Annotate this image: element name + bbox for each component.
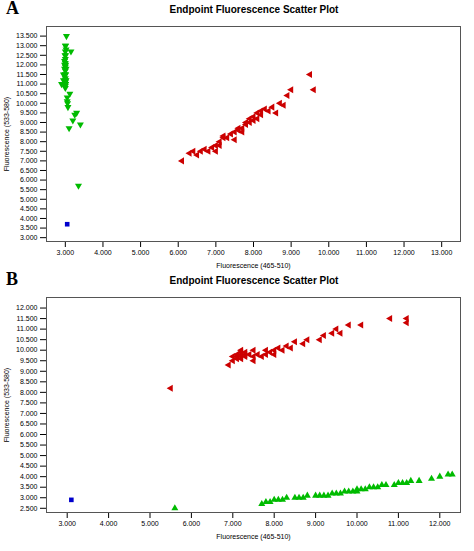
html-text:Endpoint Fluorescence Scatter: Endpoint Fluorescence Scatter Plot — [169, 275, 339, 286]
svg-text:3.000: 3.000 — [20, 234, 38, 241]
svg-text:4.000: 4.000 — [94, 249, 112, 256]
svg-text:12.000: 12.000 — [393, 249, 415, 256]
svg-text:8.000: 8.000 — [265, 520, 283, 527]
svg-text:6.500: 6.500 — [20, 420, 38, 427]
svg-text:10.000: 10.000 — [318, 249, 340, 256]
html-text:B: B — [6, 269, 18, 289]
svg-text:Fluorescence (465-510): Fluorescence (465-510) — [216, 533, 290, 541]
svg-text:8.500: 8.500 — [20, 128, 38, 135]
svg-text:8.000: 8.000 — [245, 249, 263, 256]
svg-text:4.500: 4.500 — [20, 462, 38, 469]
svg-text:4.500: 4.500 — [20, 205, 38, 212]
svg-text:9.500: 9.500 — [20, 109, 38, 116]
svg-text:7.500: 7.500 — [20, 399, 38, 406]
svg-text:4.000: 4.000 — [20, 215, 38, 222]
svg-text:11.000: 11.000 — [388, 520, 409, 527]
svg-text:13.000: 13.000 — [16, 42, 38, 49]
svg-text:10.000: 10.000 — [346, 520, 368, 527]
svg-text:10.500: 10.500 — [16, 90, 38, 97]
html-text:Endpoint Fluorescence Scatter: Endpoint Fluorescence Scatter Plot — [169, 4, 339, 15]
svg-text:5.000: 5.000 — [20, 196, 38, 203]
svg-text:Fluorescence (465-510): Fluorescence (465-510) — [216, 262, 290, 270]
svg-text:4.000: 4.000 — [100, 520, 118, 527]
svg-text:8.000: 8.000 — [20, 389, 38, 396]
svg-text:9.000: 9.000 — [307, 520, 325, 527]
svg-text:10.500: 10.500 — [16, 336, 38, 343]
svg-text:13.000: 13.000 — [431, 249, 453, 256]
svg-text:6.000: 6.000 — [183, 520, 201, 527]
svg-text:7.000: 7.000 — [20, 157, 38, 164]
svg-text:7.000: 7.000 — [224, 520, 242, 527]
svg-text:6.000: 6.000 — [20, 176, 38, 183]
svg-text:5.500: 5.500 — [20, 441, 38, 448]
svg-text:11.000: 11.000 — [17, 80, 38, 87]
svg-text:7.000: 7.000 — [20, 410, 38, 417]
svg-text:3.500: 3.500 — [20, 483, 38, 490]
svg-text:9.000: 9.000 — [282, 249, 300, 256]
svg-text:6.500: 6.500 — [20, 167, 38, 174]
svg-text:12.000: 12.000 — [16, 304, 38, 311]
svg-text:3.000: 3.000 — [58, 520, 76, 527]
svg-text:10.000: 10.000 — [16, 346, 38, 353]
svg-text:4.000: 4.000 — [20, 473, 38, 480]
svg-text:3.000: 3.000 — [57, 249, 75, 256]
svg-text:Fluorescence (533-580): Fluorescence (533-580) — [3, 97, 11, 171]
svg-text:Fluorescence (533-580): Fluorescence (533-580) — [3, 368, 11, 442]
svg-text:8.500: 8.500 — [20, 378, 38, 385]
svg-text:11.000: 11.000 — [17, 325, 38, 332]
svg-text:5.500: 5.500 — [20, 186, 38, 193]
svg-text:8.000: 8.000 — [20, 138, 38, 145]
svg-text:11.500: 11.500 — [17, 315, 38, 322]
svg-text:7.500: 7.500 — [20, 148, 38, 155]
svg-text:6.000: 6.000 — [20, 431, 38, 438]
svg-text:5.000: 5.000 — [141, 520, 159, 527]
svg-text:12.500: 12.500 — [16, 52, 38, 59]
svg-text:5.000: 5.000 — [132, 249, 150, 256]
svg-text:11.500: 11.500 — [17, 71, 38, 78]
svg-text:3.500: 3.500 — [20, 224, 38, 231]
svg-text:12.000: 12.000 — [16, 61, 38, 68]
svg-text:12.000: 12.000 — [429, 520, 451, 527]
svg-text:5.000: 5.000 — [20, 452, 38, 459]
svg-text:6.000: 6.000 — [169, 249, 187, 256]
svg-text:7.000: 7.000 — [207, 249, 225, 256]
svg-text:3.000: 3.000 — [20, 494, 38, 501]
svg-text:2.500: 2.500 — [20, 505, 38, 512]
svg-text:11.000: 11.000 — [356, 249, 377, 256]
svg-text:10.000: 10.000 — [16, 100, 38, 107]
svg-text:13.500: 13.500 — [16, 32, 38, 39]
svg-text:9.500: 9.500 — [20, 357, 38, 364]
svg-text:9.000: 9.000 — [20, 368, 38, 375]
svg-text:9.000: 9.000 — [20, 119, 38, 126]
